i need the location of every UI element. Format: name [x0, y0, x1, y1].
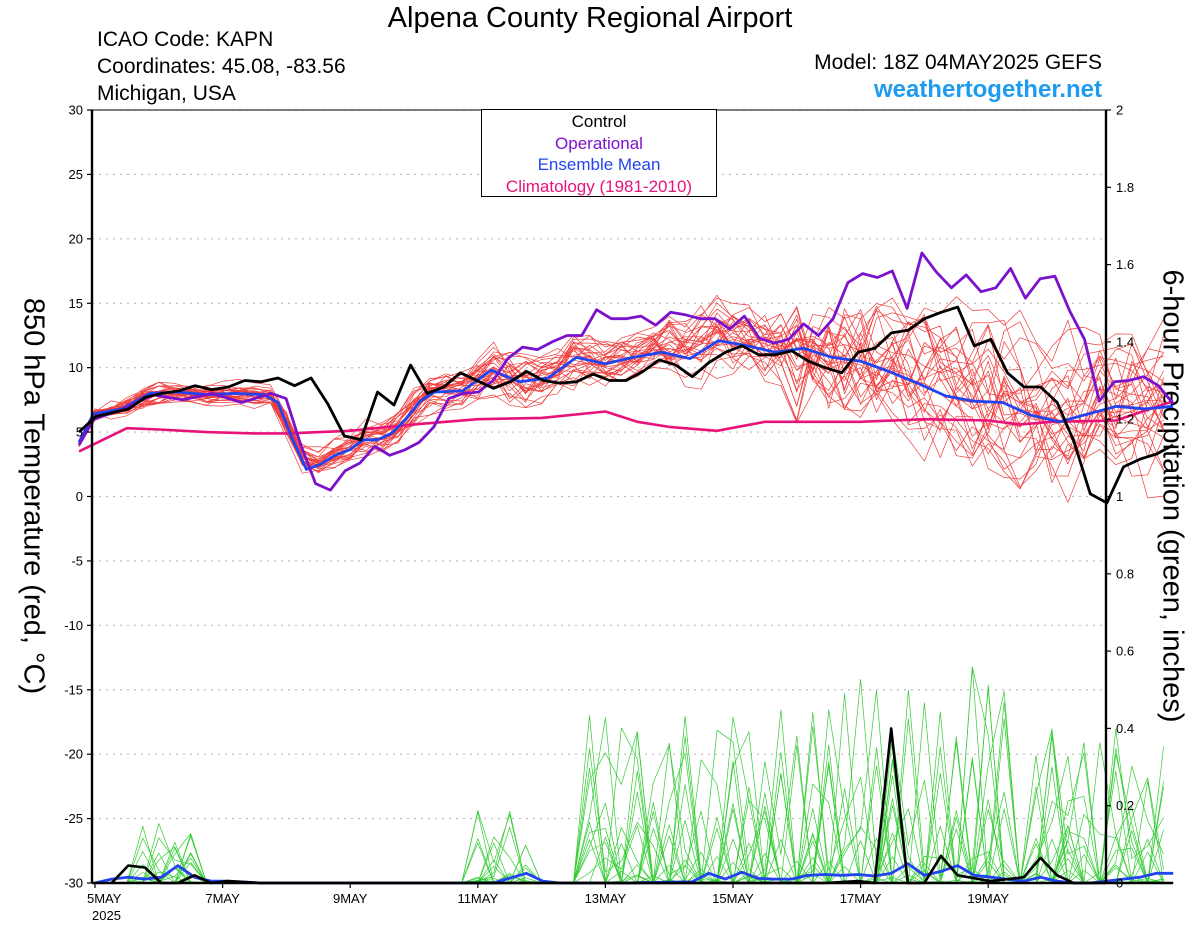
legend-entry-climatology: Climatology (1981-2010) — [505, 176, 693, 196]
y-tick-label: 15 — [69, 296, 83, 311]
x-tick-label: 15MAY — [712, 891, 754, 906]
temperature-member-line — [78, 310, 1164, 459]
y2-tick-label: 1.2 — [1116, 412, 1134, 427]
y2-tick-label: 0 — [1116, 876, 1123, 891]
y-tick-label: -15 — [64, 682, 83, 697]
y2-tick-label: 0.8 — [1116, 566, 1134, 581]
y2-tick-label: 1.4 — [1116, 334, 1134, 349]
x-tick-sublabel: 2025 — [92, 908, 121, 923]
y2-tick-label: 0.4 — [1116, 721, 1134, 736]
legend-entry-operational: Operational — [555, 133, 643, 153]
precipitation-member-line — [95, 690, 1164, 884]
precipitation-member-line — [95, 666, 1164, 884]
x-tick-label: 19MAY — [967, 891, 1009, 906]
control-temperature-line — [78, 305, 1174, 505]
y-tick-label: 20 — [69, 231, 83, 246]
ensemble-mean-temperature-line — [77, 339, 1174, 471]
precipitation-member-line — [95, 726, 1164, 884]
y-tick-label: -30 — [64, 876, 83, 891]
temperature-member-line — [78, 302, 1164, 465]
precipitation-member-line — [95, 711, 1164, 884]
temperature-member-line — [78, 319, 1164, 474]
icao-code: ICAO Code: KAPN — [97, 28, 274, 51]
y2-tick-label: 1 — [1116, 489, 1123, 504]
chart-title: Alpena County Regional Airport — [387, 2, 793, 34]
y2-tick-label: 1.6 — [1116, 257, 1134, 272]
y2-tick-label: 2 — [1116, 103, 1123, 118]
x-tick-label: 9MAY — [333, 891, 368, 906]
precipitation-member-line — [95, 689, 1164, 884]
site-link[interactable]: weathertogether.net — [873, 76, 1102, 103]
legend-entry-control: Control — [571, 112, 627, 131]
legend-entry-ensemble-mean: Ensemble Mean — [537, 155, 661, 174]
y-tick-label: 30 — [69, 103, 83, 118]
precipitation-member-line — [95, 688, 1164, 884]
y-tick-label: -5 — [71, 553, 83, 568]
model-run: Model: 18Z 04MAY2025 GEFS — [814, 51, 1102, 74]
temperature-member-line — [78, 326, 1164, 465]
x-tick-label: 7MAY — [205, 891, 240, 906]
ensemble-mean-precipitation-line — [94, 862, 1174, 885]
precipitation-member-line — [95, 711, 1164, 884]
y2-tick-label: 1.8 — [1116, 180, 1134, 195]
precipitation-member-line — [95, 717, 1164, 884]
x-tick-label: 5MAY — [87, 891, 122, 906]
y-tick-label: -25 — [64, 811, 83, 826]
y2-tick-label: 0.6 — [1116, 644, 1134, 659]
temperature-member-line — [78, 296, 1164, 461]
coordinates: Coordinates: 45.08, -83.56 — [97, 55, 346, 78]
y2-tick-label: 0.2 — [1116, 798, 1134, 813]
location: Michigan, USA — [97, 82, 236, 105]
x-tick-label: 13MAY — [585, 891, 627, 906]
x-tick-label: 17MAY — [840, 891, 882, 906]
x-tick-label: 11MAY — [457, 891, 498, 906]
y-tick-label: -10 — [64, 618, 83, 633]
y-tick-label: 25 — [69, 167, 83, 182]
y-tick-label: 5 — [76, 425, 83, 440]
temperature-member-line — [78, 297, 1164, 462]
precipitation-member-line — [95, 666, 1164, 884]
temperature-member-line — [78, 316, 1164, 490]
temperature-member-line — [78, 325, 1164, 490]
precipitation-member-line — [95, 684, 1164, 884]
precipitation-member-line — [95, 693, 1164, 884]
y-tick-label: 0 — [76, 489, 83, 504]
legend: Control Operational Ensemble Mean Climat… — [481, 109, 717, 197]
climatology-line — [78, 399, 1174, 453]
y-tick-label: 10 — [69, 360, 83, 375]
operational-temperature-line — [77, 251, 1175, 492]
y-tick-label: -20 — [64, 747, 83, 762]
